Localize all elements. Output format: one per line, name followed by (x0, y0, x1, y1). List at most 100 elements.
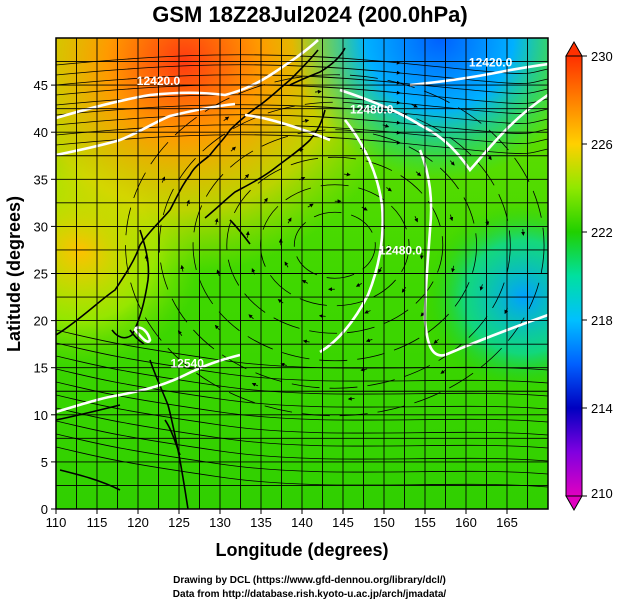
flow-arrow (401, 287, 407, 293)
colorbar-tick-label: 230 (591, 49, 613, 64)
flow-arrow (479, 284, 484, 291)
flow-arrow (307, 203, 314, 208)
streamline (56, 74, 548, 94)
y-tick-label: 0 (41, 502, 48, 517)
streamline (56, 342, 548, 384)
x-tick-label: 125 (168, 515, 190, 530)
flow-arrow (277, 299, 284, 304)
contour-label: 12420.0 (469, 55, 513, 69)
streamline (56, 134, 548, 154)
x-tick-label: 135 (250, 515, 272, 530)
y-tick-label: 40 (34, 125, 48, 140)
streamline (56, 446, 548, 488)
y-tick-label: 20 (34, 314, 48, 329)
flow-arrow (365, 338, 373, 343)
colorbar: 210 214 218 222 226 230 (565, 40, 613, 512)
x-tick-label: 155 (414, 515, 436, 530)
y-axis-label: Latitude (degrees) (4, 196, 24, 352)
x-tick-label: 140 (291, 515, 313, 530)
flow-arrow (302, 339, 310, 344)
streamline (125, 74, 545, 417)
streamline (56, 368, 548, 410)
colorbar-tick-label: 226 (591, 137, 613, 152)
streamline (56, 124, 548, 144)
streamline (56, 420, 548, 462)
flow-arrow (251, 382, 259, 387)
flow-arrow (451, 265, 456, 273)
x-tick-label: 160 (455, 515, 477, 530)
flow-arrow (301, 279, 308, 284)
x-tick-label: 110 (46, 515, 67, 530)
x-axis: 110 115 120 125 130 135 140 145 150 155 160 165 (46, 509, 518, 530)
flow-arrow (521, 229, 526, 236)
flow-arrow (378, 267, 382, 274)
colorbar-tick-label: 214 (591, 401, 613, 416)
flow-arrow (360, 367, 368, 372)
x-tick-label: 165 (496, 515, 518, 530)
flow-arrow (230, 146, 236, 152)
streamline (56, 64, 548, 84)
flow-arrow (449, 160, 455, 166)
flow-arrow (161, 176, 166, 183)
flow-arrow (284, 261, 289, 268)
flow-arrow (287, 217, 292, 224)
flow-arrow (180, 264, 185, 272)
x-tick-label: 115 (87, 515, 108, 530)
flow-arrow (214, 324, 220, 331)
x-tick-label: 145 (332, 515, 354, 530)
flow-arrow (411, 103, 418, 108)
y-tick-label: 25 (34, 267, 48, 282)
flow-arrow (223, 116, 230, 121)
streamline (56, 433, 548, 475)
y-tick-label: 45 (34, 78, 48, 93)
y-tick-label: 35 (34, 172, 48, 187)
streamlines (56, 54, 548, 488)
temperature-field: 12420.0 12420.0 12480.0 12480.0 12540 (56, 38, 548, 509)
streamline (192, 129, 477, 362)
flow-arrow (415, 171, 422, 177)
flow-arrow (244, 173, 250, 180)
graticule (56, 38, 548, 509)
streamline (56, 394, 548, 436)
flow-arrow (248, 314, 254, 320)
streamline (56, 84, 548, 104)
streamline (56, 104, 548, 124)
x-tick-label: 150 (373, 515, 395, 530)
flow-arrow (315, 89, 322, 94)
contour-label: 12480.0 (379, 244, 423, 258)
colorbar-min-arrow (565, 495, 583, 512)
x-tick-label: 130 (209, 515, 231, 530)
colorbar-tick-label: 222 (591, 225, 613, 240)
streamline (56, 114, 548, 134)
flow-arrow (216, 269, 221, 276)
flow-arrow (347, 396, 355, 401)
flow-arrow (355, 282, 362, 287)
streamline (56, 54, 548, 74)
streamline (56, 355, 548, 397)
streamline (56, 381, 548, 423)
flow-arrow (419, 252, 424, 260)
flow-arrow (245, 231, 250, 238)
colorbar-max-arrow (565, 40, 583, 57)
flow-arrow (361, 206, 368, 211)
credit-drawing: Drawing by DCL (https://www.gfd-dennou.o… (173, 575, 446, 586)
colorbar-tick-label: 218 (591, 313, 613, 328)
flow-arrow (386, 187, 392, 192)
flow-arrow (364, 309, 371, 314)
flow-arrow (414, 215, 418, 223)
streamline (158, 101, 511, 389)
y-tick-label: 15 (34, 361, 48, 376)
colorbar-scale (565, 55, 583, 497)
contour-label: 12480.0 (350, 102, 394, 116)
streamline (293, 211, 376, 279)
streamline (226, 156, 444, 334)
flow-arrow (433, 338, 439, 344)
flow-arrow (343, 172, 351, 177)
contour-labels: 12420.0 12420.0 12480.0 12480.0 12540 (137, 55, 513, 370)
x-axis-label: Longitude (degrees) (215, 540, 388, 560)
credit-data: Data from http://database.rish.kyoto-u.a… (172, 589, 447, 600)
y-axis: 0 5 10 15 20 25 30 35 40 45 (34, 78, 56, 517)
x-tick-label: 120 (127, 515, 149, 530)
streamline (56, 407, 548, 449)
